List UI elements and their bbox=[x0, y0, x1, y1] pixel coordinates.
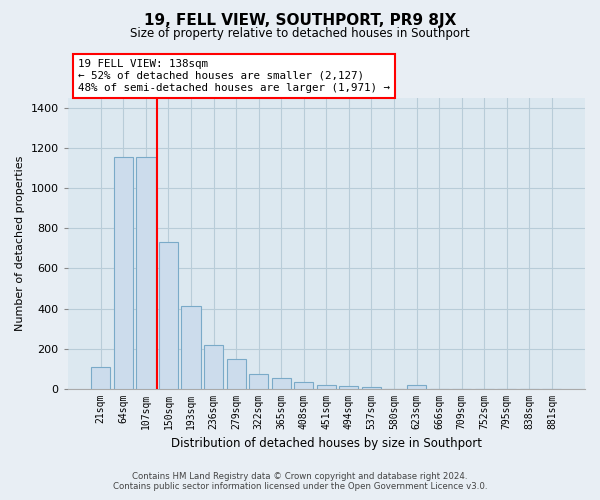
Text: 19, FELL VIEW, SOUTHPORT, PR9 8JX: 19, FELL VIEW, SOUTHPORT, PR9 8JX bbox=[144, 12, 456, 28]
Bar bbox=[227, 359, 246, 388]
Text: 19 FELL VIEW: 138sqm
← 52% of detached houses are smaller (2,127)
48% of semi-de: 19 FELL VIEW: 138sqm ← 52% of detached h… bbox=[78, 60, 390, 92]
Bar bbox=[159, 242, 178, 388]
X-axis label: Distribution of detached houses by size in Southport: Distribution of detached houses by size … bbox=[171, 437, 482, 450]
Bar bbox=[407, 385, 426, 388]
Bar bbox=[181, 306, 200, 388]
Text: Contains HM Land Registry data © Crown copyright and database right 2024.
Contai: Contains HM Land Registry data © Crown c… bbox=[113, 472, 487, 491]
Bar bbox=[204, 344, 223, 389]
Bar bbox=[136, 158, 155, 388]
Bar bbox=[340, 386, 358, 388]
Bar bbox=[362, 386, 381, 388]
Bar bbox=[91, 367, 110, 388]
Bar bbox=[249, 374, 268, 388]
Text: Size of property relative to detached houses in Southport: Size of property relative to detached ho… bbox=[130, 28, 470, 40]
Bar bbox=[317, 384, 336, 388]
Y-axis label: Number of detached properties: Number of detached properties bbox=[15, 156, 25, 331]
Bar bbox=[114, 158, 133, 388]
Bar bbox=[272, 378, 291, 388]
Bar bbox=[294, 382, 313, 388]
